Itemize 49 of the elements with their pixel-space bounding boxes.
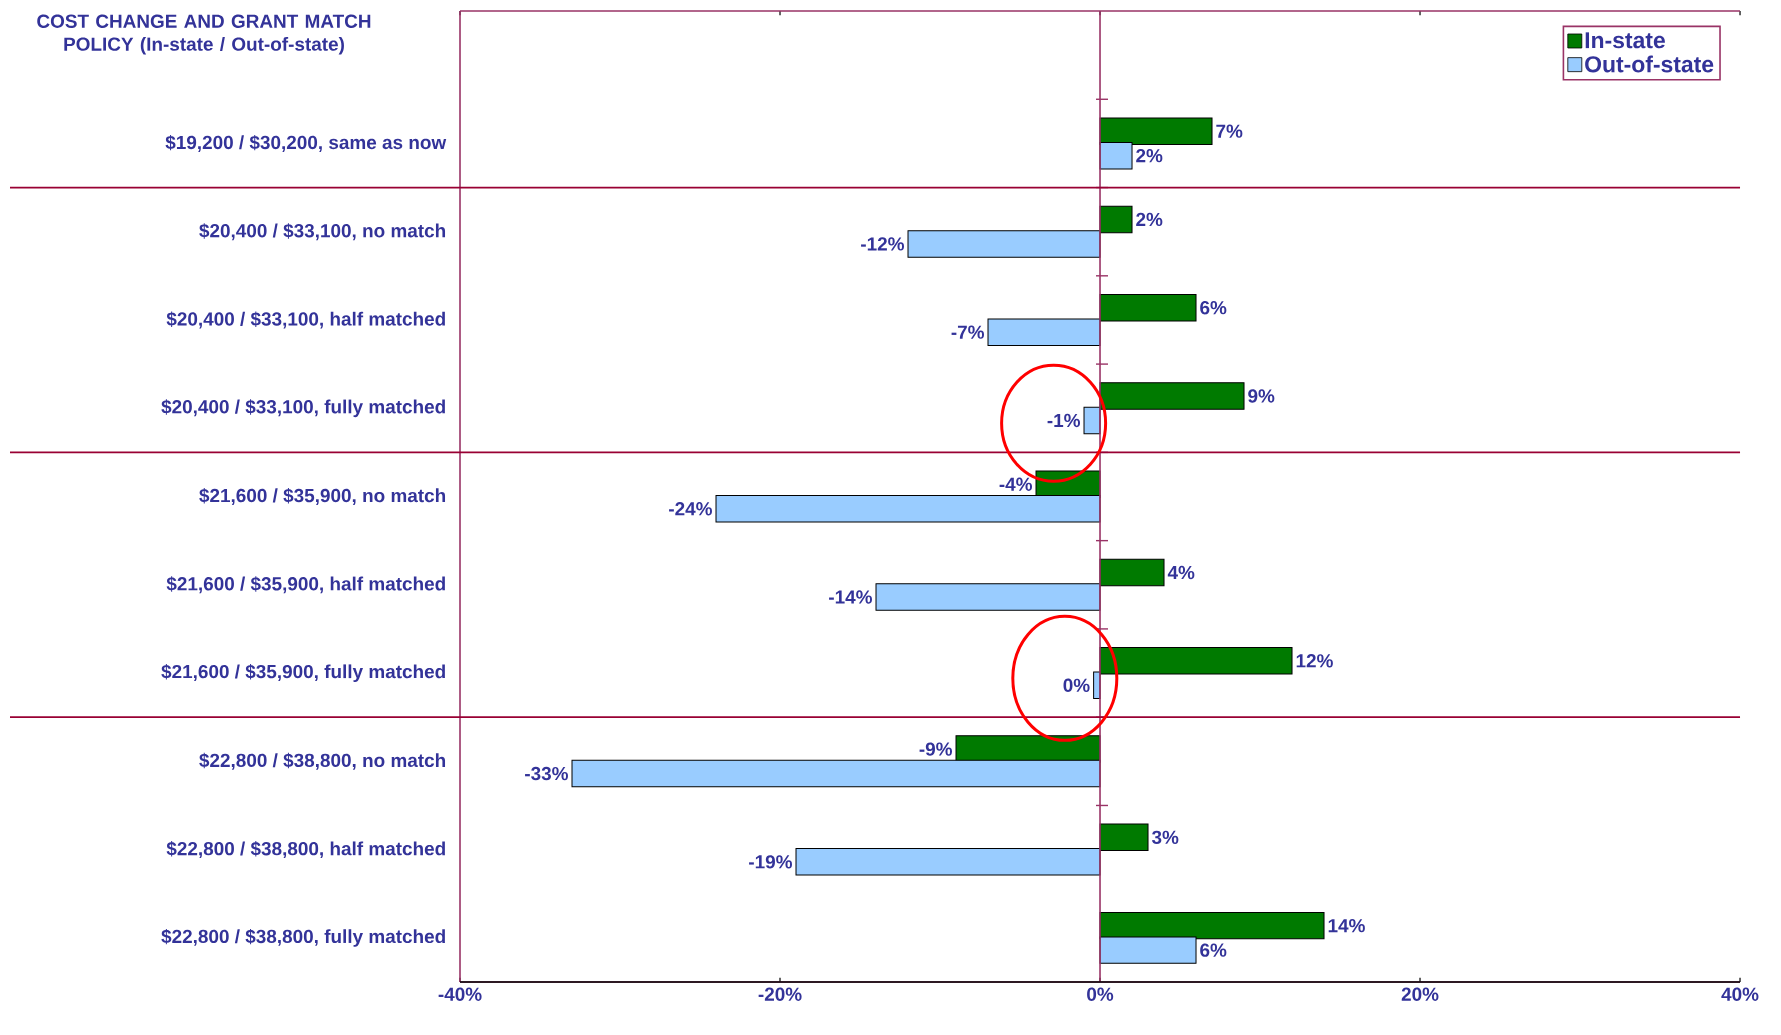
- y-tick-label: $21,600 / $35,900, no match: [199, 488, 446, 505]
- data-label: -33%: [525, 766, 568, 781]
- data-label: -7%: [951, 325, 985, 339]
- legend-label: Out-of-state: [1585, 55, 1714, 73]
- data-label: -24%: [669, 502, 712, 516]
- y-tick-label: $19,200 / $30,200, same as now: [165, 134, 447, 152]
- data-label: -19%: [749, 855, 792, 869]
- y-tick-label: $22,800 / $38,800, no match: [199, 752, 446, 770]
- y-tick-label: $21,600 / $35,900, fully matched: [161, 664, 445, 683]
- bar: [1099, 293, 1197, 322]
- legend-label: In-state: [1585, 32, 1665, 49]
- x-tick-label: -40%: [438, 987, 482, 1001]
- x-tick-label: 20%: [1401, 987, 1439, 1001]
- y-tick-label: $20,400 / $33,100, no match: [199, 223, 446, 241]
- data-label: 7%: [1216, 124, 1243, 138]
- bar: [1099, 823, 1149, 852]
- data-label: 6%: [1200, 943, 1227, 957]
- y-tick-label: $22,800 / $38,800, half matched: [166, 841, 445, 859]
- data-label: 6%: [1200, 301, 1227, 315]
- data-label: -1%: [1047, 413, 1081, 428]
- data-label: -4%: [999, 477, 1033, 491]
- bar: [1083, 406, 1101, 435]
- bar: [907, 230, 1101, 258]
- bar: [987, 318, 1101, 346]
- data-label: -9%: [919, 742, 953, 756]
- data-label: -14%: [829, 590, 872, 604]
- y-tick-label: $20,400 / $33,100, fully matched: [161, 399, 445, 418]
- bar: [1099, 558, 1165, 587]
- data-label: 4%: [1167, 565, 1195, 580]
- data-label: 2%: [1136, 148, 1163, 163]
- bar: [1099, 647, 1293, 675]
- bar: [1099, 382, 1245, 410]
- data-label: 0%: [1063, 678, 1090, 692]
- y-tick-label: $20,400 / $33,100, half matched: [166, 311, 445, 329]
- x-tick-label: 40%: [1721, 987, 1759, 1001]
- bar: [875, 583, 1101, 611]
- data-label: 12%: [1296, 654, 1333, 668]
- y-tick-label: $22,800 / $38,800, fully matched: [161, 928, 445, 947]
- y-tick-label: $21,600 / $35,900, half matched: [166, 576, 445, 594]
- data-label: 14%: [1328, 918, 1365, 933]
- y-axis-title: COST CHANGE AND GRANT MATCH POLICY (In-state / Out-of-state): [37, 14, 371, 55]
- bar: [1099, 205, 1133, 234]
- data-label: -12%: [861, 237, 904, 251]
- data-label: 2%: [1136, 212, 1163, 227]
- data-label: 3%: [1151, 830, 1179, 845]
- data-label: 9%: [1248, 389, 1275, 403]
- bar: [795, 848, 1101, 876]
- x-tick-label: 0%: [1087, 987, 1114, 1001]
- x-tick-label: -20%: [758, 987, 802, 1001]
